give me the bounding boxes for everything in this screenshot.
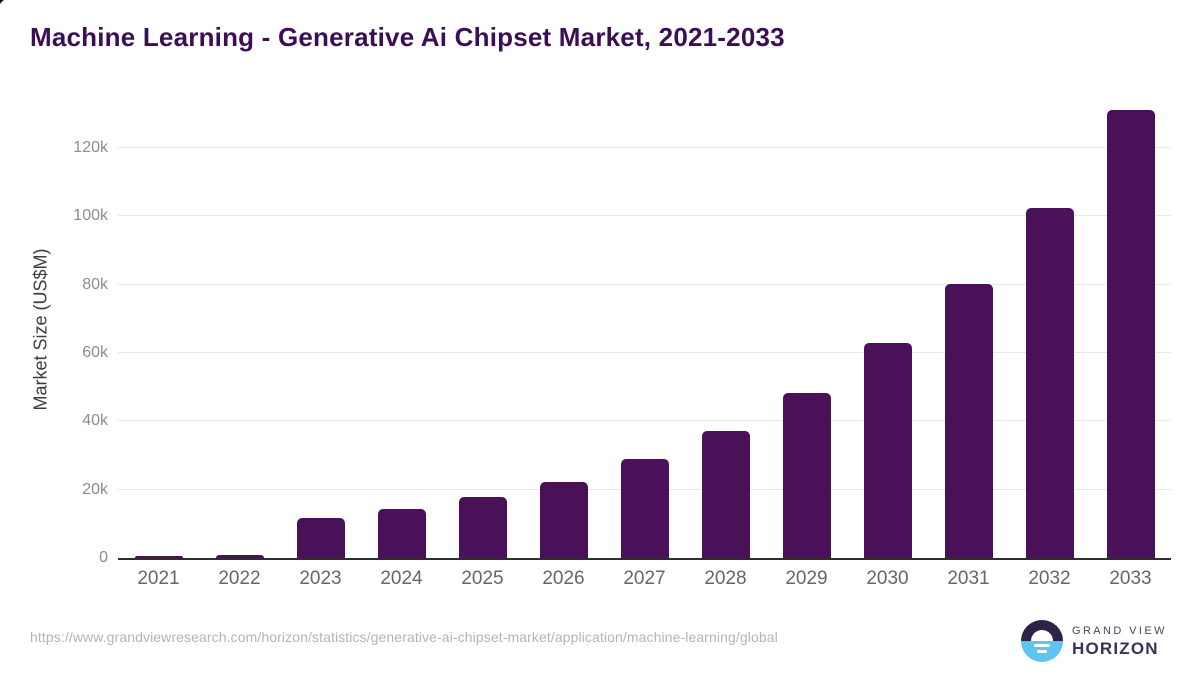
- gridline-80k: [118, 283, 1171, 285]
- bar-2030: [863, 343, 912, 558]
- gridline-100k: [118, 215, 1171, 217]
- bar-2032: [1025, 208, 1074, 558]
- gridline-60k: [118, 351, 1171, 353]
- y-axis-ticks: 0 20k 40k 60k 80k 100k 120k: [0, 100, 108, 566]
- bar-2025: [458, 497, 507, 558]
- bar-2029: [782, 393, 831, 558]
- x-tick-label-2023: 2023: [299, 568, 342, 589]
- x-tick-label-2026: 2026: [542, 568, 585, 589]
- y-tick-label-120k: 120k: [73, 138, 108, 156]
- x-tick-label-2022: 2022: [218, 568, 261, 589]
- bar-2031: [944, 284, 993, 558]
- x-tick-label-2024: 2024: [380, 568, 423, 589]
- y-tick-label-20k: 20k: [82, 480, 108, 498]
- x-axis-labels: 2021 2022 2023 2024 2025 2026 2027 2028 2029 2030…: [118, 568, 1171, 592]
- y-tick-label-0: 0: [99, 549, 108, 566]
- x-tick-label-2021: 2021: [137, 568, 180, 589]
- brand-logo: GRAND VIEW HORIZON: [1021, 620, 1167, 662]
- logo-brand-line1: GRAND VIEW: [1072, 624, 1167, 637]
- bar-2026: [539, 481, 588, 558]
- gridline-120k: [118, 146, 1171, 148]
- y-tick-label-40k: 40k: [82, 412, 108, 430]
- plot-area: [118, 100, 1171, 560]
- gridline-40k: [118, 420, 1171, 422]
- x-tick-label-2029: 2029: [785, 568, 828, 589]
- x-tick-label-2028: 2028: [704, 568, 747, 589]
- bar-2022: [215, 554, 264, 558]
- y-tick-label-60k: 60k: [82, 343, 108, 361]
- chart-title: Machine Learning - Generative Ai Chipset…: [30, 22, 785, 52]
- source-url: https://www.grandviewresearch.com/horizo…: [30, 629, 778, 645]
- horizon-sunrise-icon: [1021, 620, 1063, 662]
- x-tick-label-2032: 2032: [1028, 568, 1071, 589]
- bar-2028: [701, 430, 750, 558]
- x-tick-label-2027: 2027: [623, 568, 666, 589]
- bar-2021: [134, 556, 183, 558]
- corner-decoration: [0, 0, 14, 14]
- x-tick-label-2033: 2033: [1109, 568, 1152, 589]
- x-tick-label-2030: 2030: [866, 568, 909, 589]
- bar-2033: [1106, 109, 1155, 558]
- x-tick-label-2031: 2031: [947, 568, 990, 589]
- logo-brand-line2: HORIZON: [1072, 638, 1159, 658]
- logo-sun-dome: [1031, 630, 1053, 641]
- y-tick-label-80k: 80k: [82, 275, 108, 293]
- logo-text: GRAND VIEW HORIZON: [1072, 624, 1167, 658]
- logo-reflection-line: [1037, 650, 1047, 653]
- bar-2024: [377, 509, 426, 558]
- x-tick-label-2025: 2025: [461, 568, 504, 589]
- logo-reflection-line: [1034, 644, 1050, 647]
- bar-2023: [296, 518, 345, 558]
- y-tick-label-100k: 100k: [73, 207, 108, 225]
- bar-2027: [620, 459, 669, 558]
